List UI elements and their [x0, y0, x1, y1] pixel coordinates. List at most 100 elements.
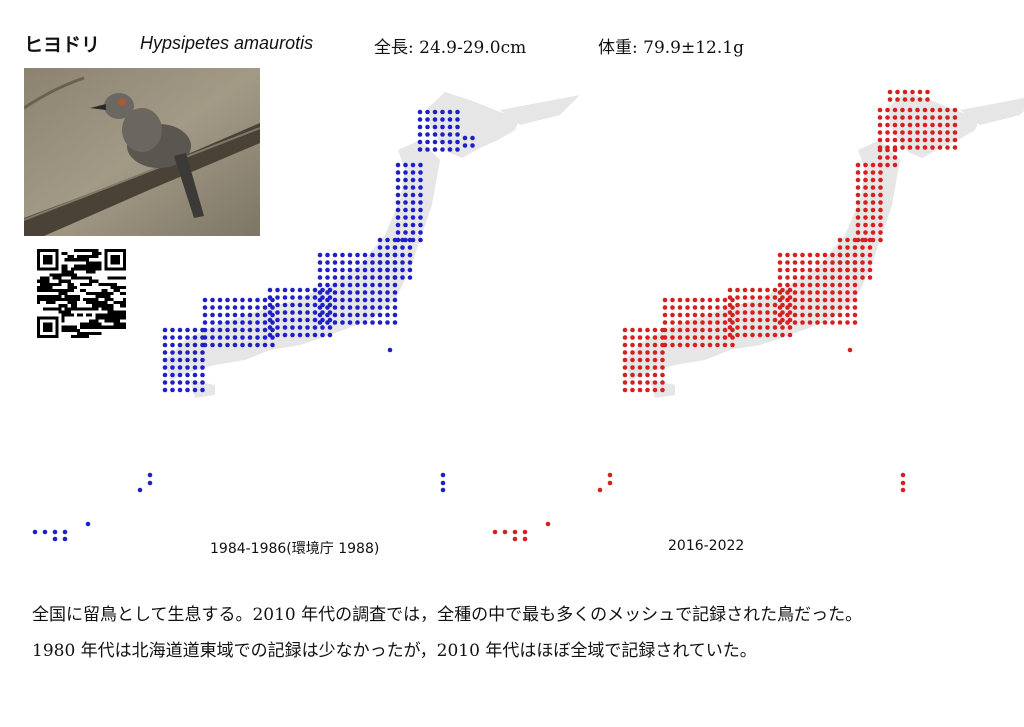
record-dot	[312, 332, 318, 338]
record-dot	[417, 109, 423, 115]
record-dot	[830, 305, 835, 310]
record-dot	[410, 200, 416, 205]
record-dot	[700, 312, 705, 318]
record-dot	[837, 290, 843, 295]
record-dot	[355, 290, 360, 295]
record-dot	[707, 320, 713, 325]
record-dot	[217, 297, 223, 303]
record-dot	[677, 327, 683, 333]
record-dot	[815, 267, 820, 273]
record-dot	[320, 302, 325, 308]
record-dot	[685, 320, 690, 325]
record-dot	[325, 275, 330, 280]
record-dot	[418, 162, 423, 168]
record-dot	[385, 305, 390, 310]
record-dot	[162, 380, 168, 385]
record-dot	[270, 297, 275, 303]
record-dot	[340, 260, 345, 265]
record-dot	[945, 107, 950, 113]
record-dot	[907, 115, 913, 120]
record-dot	[785, 275, 790, 280]
record-dot	[362, 290, 368, 295]
record-dot	[52, 529, 58, 535]
record-dot	[707, 297, 713, 303]
record-dot	[792, 305, 798, 310]
record-dot	[652, 335, 658, 340]
record-dot	[830, 282, 835, 288]
record-dot	[847, 347, 853, 353]
record-dot	[377, 297, 383, 303]
record-dot	[232, 320, 238, 325]
record-dot	[385, 320, 390, 325]
record-dot	[327, 332, 333, 338]
record-dot	[742, 287, 748, 293]
record-dot	[700, 320, 705, 325]
record-dot	[630, 357, 635, 363]
record-dot	[240, 305, 245, 310]
record-dot	[742, 302, 748, 308]
record-dot	[275, 310, 280, 315]
record-dot	[845, 297, 850, 303]
record-dot	[952, 107, 958, 113]
qr-code-icon[interactable]	[37, 249, 126, 338]
record-dot	[878, 185, 883, 190]
record-dot	[320, 317, 325, 323]
record-dot	[800, 260, 805, 265]
record-dot	[757, 310, 763, 315]
record-dot	[327, 310, 333, 315]
record-dot	[407, 275, 413, 280]
record-dot	[217, 320, 223, 325]
record-dot	[877, 107, 883, 113]
record-dot	[305, 287, 310, 293]
record-dot	[852, 282, 858, 288]
record-dot	[765, 325, 770, 330]
record-dot	[807, 312, 813, 318]
record-dot	[192, 335, 198, 340]
record-dot	[232, 297, 238, 303]
record-dot	[327, 317, 333, 323]
species-weight: 体重: 79.9±12.1g	[598, 38, 744, 58]
record-dot	[410, 222, 416, 228]
record-dot	[877, 130, 883, 135]
record-dot	[340, 252, 345, 258]
record-dot	[290, 310, 295, 315]
record-dot	[772, 310, 778, 315]
record-dot	[232, 335, 238, 340]
record-dot	[202, 305, 208, 310]
record-dot	[730, 305, 735, 310]
record-dot	[210, 342, 215, 348]
record-dot	[447, 124, 453, 130]
record-dot	[863, 192, 868, 198]
record-dot	[922, 115, 928, 120]
record-dot	[512, 536, 518, 542]
record-dot	[177, 335, 183, 340]
record-dot	[855, 177, 861, 183]
record-dot	[192, 365, 198, 370]
record-dot	[410, 170, 416, 175]
record-dot	[830, 252, 835, 258]
record-dot	[275, 295, 280, 300]
record-dot	[362, 260, 368, 265]
record-dot	[385, 260, 390, 265]
record-dot	[685, 312, 690, 318]
record-dot	[907, 107, 913, 113]
record-dot	[622, 327, 628, 333]
record-dot	[792, 297, 798, 303]
record-dot	[400, 245, 405, 250]
record-dot	[863, 170, 868, 175]
record-dot	[772, 287, 778, 293]
record-dot	[622, 335, 628, 340]
record-dot	[887, 89, 893, 95]
record-dot	[815, 290, 820, 295]
record-dot	[852, 245, 858, 250]
record-dot	[347, 260, 353, 265]
record-dot	[715, 297, 720, 303]
record-dot	[742, 295, 748, 300]
record-dot	[852, 297, 858, 303]
record-dot	[815, 252, 820, 258]
record-dot	[660, 380, 665, 385]
record-dot	[377, 305, 383, 310]
record-dot	[275, 287, 280, 293]
record-dot	[637, 357, 643, 363]
record-dot	[332, 297, 338, 303]
